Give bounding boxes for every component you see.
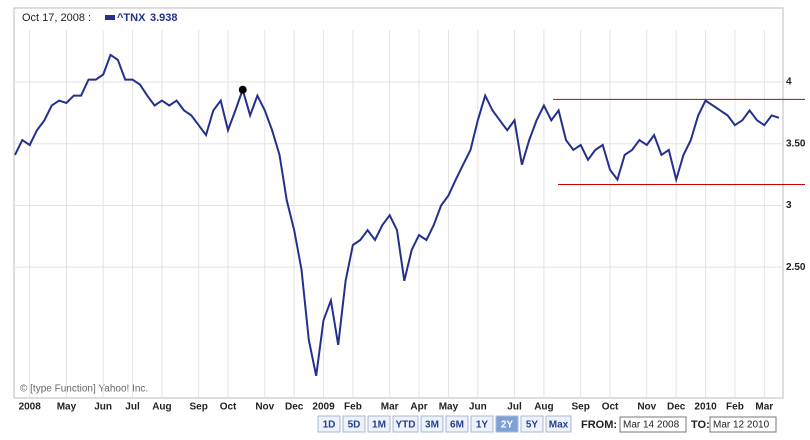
x-tick-label: 2008	[19, 402, 42, 413]
range-button[interactable]	[392, 415, 419, 433]
range-button-label[interactable]: 6M	[450, 420, 464, 431]
x-tick-label: Dec	[667, 402, 686, 413]
range-button-label[interactable]: 2Y	[501, 420, 514, 431]
from-value[interactable]: Mar 14 2008	[623, 420, 680, 431]
y-tick-label: 2.50	[786, 262, 806, 273]
legend-swatch	[105, 15, 115, 20]
x-tick-label: Jun	[94, 402, 112, 413]
range-button-label[interactable]: 5D	[348, 420, 361, 431]
range-button[interactable]	[367, 415, 391, 433]
x-tick-label: 2009	[312, 402, 335, 413]
range-button[interactable]	[317, 415, 341, 433]
range-button-label[interactable]: 3M	[425, 420, 439, 431]
x-tick-label: Oct	[220, 402, 237, 413]
x-tick-label: Mar	[381, 402, 399, 413]
from-input[interactable]	[619, 416, 687, 433]
hover-marker	[238, 85, 247, 94]
range-button[interactable]	[545, 415, 572, 433]
x-tick-label: May	[439, 402, 459, 413]
x-tick-label: Jul	[125, 402, 140, 413]
range-button-label[interactable]: 1M	[372, 420, 386, 431]
x-tick-label: Sep	[571, 402, 589, 413]
range-button-label[interactable]: 1D	[323, 420, 336, 431]
from-label: FROM:	[581, 419, 617, 431]
range-button-label[interactable]: 5Y	[526, 420, 539, 431]
x-tick-label: May	[57, 402, 77, 413]
range-button[interactable]	[342, 415, 366, 433]
y-tick-label: 3.50	[786, 138, 806, 149]
range-button[interactable]	[445, 415, 469, 433]
to-input[interactable]	[709, 416, 777, 433]
range-button[interactable]	[495, 415, 519, 433]
x-tick-label: 2010	[694, 402, 717, 413]
range-button[interactable]	[420, 415, 444, 433]
header-date: Oct 17, 2008 :	[22, 12, 91, 24]
legend-value: 3.938	[150, 12, 178, 24]
range-button-label[interactable]: YTD	[396, 420, 416, 431]
range-button[interactable]	[470, 415, 494, 433]
range-button[interactable]	[520, 415, 544, 433]
to-value[interactable]: Mar 12 2010	[713, 420, 770, 431]
plot-frame	[13, 7, 784, 399]
range-button-label[interactable]: 1Y	[476, 420, 489, 431]
x-tick-label: Aug	[152, 402, 171, 413]
x-tick-label: Aug	[534, 402, 553, 413]
copyright: © [type Function] Yahoo! Inc.	[20, 384, 148, 395]
x-tick-label: Dec	[285, 402, 304, 413]
series-line	[14, 53, 780, 377]
x-tick-label: Jul	[507, 402, 522, 413]
x-tick-label: Jun	[469, 402, 487, 413]
range-button-label[interactable]: Max	[549, 420, 569, 431]
x-tick-label: Mar	[755, 402, 773, 413]
y-tick-label: 3	[786, 200, 792, 211]
x-tick-label: Nov	[255, 402, 274, 413]
x-tick-label: Apr	[410, 402, 427, 413]
x-tick-label: Sep	[189, 402, 207, 413]
to-label: TO:	[691, 419, 710, 431]
legend-name: ^TNX	[117, 12, 146, 24]
x-tick-label: Oct	[602, 402, 619, 413]
y-tick-label: 4	[786, 77, 792, 88]
x-tick-label: Nov	[637, 402, 656, 413]
x-tick-label: Feb	[726, 402, 744, 413]
x-tick-label: Feb	[344, 402, 362, 413]
